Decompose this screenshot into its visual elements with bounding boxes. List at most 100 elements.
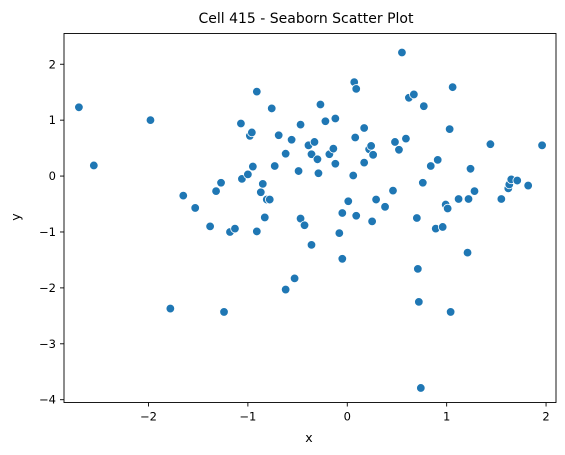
scatter-point: [247, 127, 257, 138]
scatter-point: [469, 186, 480, 196]
scatter-point: [447, 82, 458, 92]
scatter-point: [418, 178, 428, 188]
x-tick-label: −2: [140, 410, 157, 424]
scatter-point: [230, 223, 240, 234]
scatter-point: [413, 264, 423, 274]
scatter-point: [280, 148, 291, 159]
scatter-point: [462, 247, 473, 258]
scatter-point: [211, 186, 221, 196]
scatter-point: [444, 124, 455, 134]
points-layer: [74, 47, 547, 393]
scatter-point: [295, 119, 306, 130]
scatter-point: [337, 254, 348, 264]
y-tick-label: −3: [39, 337, 56, 351]
y-tick-label: 0: [49, 169, 56, 183]
scatter-point: [293, 166, 304, 176]
scatter-point: [359, 157, 369, 168]
scatter-point: [523, 180, 533, 191]
scatter-point: [89, 160, 99, 171]
chart-title: Cell 415 - Seaborn Scatter Plot: [198, 11, 414, 27]
scatter-point: [248, 161, 258, 172]
scatter-point: [442, 203, 453, 214]
x-tick-label: 2: [542, 410, 549, 424]
scatter-point: [433, 155, 443, 165]
scatter-point: [409, 89, 419, 100]
scatter-point: [359, 123, 369, 133]
scatter-point: [273, 130, 284, 140]
scatter-point: [312, 154, 323, 165]
scatter-point: [388, 185, 398, 196]
scatter-point: [258, 179, 268, 189]
scatter-point: [401, 133, 411, 144]
scatter-point: [280, 284, 291, 295]
scatter-point: [178, 190, 188, 201]
scatter-point: [390, 137, 400, 147]
scatter-point: [397, 47, 407, 58]
scatter-point: [265, 194, 275, 205]
scatter-point: [256, 187, 266, 197]
scatter-point: [219, 307, 229, 317]
scatter-point: [330, 113, 341, 124]
scatter-point: [394, 145, 404, 155]
scatter-point: [330, 159, 341, 169]
x-tick-label: −1: [239, 410, 256, 424]
scatter-point: [216, 178, 226, 188]
scatter-point: [306, 149, 317, 159]
scatter-point: [299, 220, 310, 230]
scatter-point: [496, 194, 507, 204]
scatter-point: [243, 169, 253, 180]
scatter-point: [74, 102, 84, 113]
scatter-point: [337, 208, 348, 218]
scatter-point: [145, 115, 156, 125]
plot-area-frame: [63, 33, 557, 403]
scatter-point: [463, 194, 474, 204]
scatter-point: [465, 164, 476, 174]
scatter-point: [414, 297, 424, 307]
scatter-point: [445, 307, 456, 317]
x-axis-label: x: [305, 430, 312, 445]
scatter-point: [350, 132, 360, 143]
scatter-point: [348, 170, 358, 181]
scatter-point: [286, 135, 297, 145]
scatter-point: [351, 84, 361, 94]
scatter-point: [485, 139, 496, 149]
scatter-point: [453, 194, 464, 204]
scatter-point: [270, 161, 280, 171]
scatter-point: [289, 273, 300, 284]
scatter-point: [426, 161, 436, 171]
scatter-point: [205, 221, 215, 232]
scatter-point: [343, 196, 353, 206]
scatter-point: [252, 86, 262, 97]
y-tick-label: −2: [39, 281, 56, 295]
scatter-point: [367, 216, 377, 227]
scatter-point: [334, 228, 345, 238]
scatter-point: [315, 99, 326, 110]
scatter-point: [371, 194, 381, 205]
scatter-point: [351, 211, 361, 221]
scatter-point: [252, 226, 262, 237]
scatter-point: [267, 103, 277, 114]
y-tick-label: −4: [39, 393, 56, 407]
y-axis-label: y: [8, 213, 23, 221]
scatter-point: [512, 175, 522, 186]
scatter-point: [380, 202, 390, 212]
x-tick-label: 0: [344, 410, 351, 424]
scatter-point: [260, 212, 270, 223]
scatter-point: [419, 101, 429, 111]
scatter-point: [328, 143, 339, 154]
scatter-point: [165, 303, 176, 314]
scatter-point: [306, 240, 317, 250]
scatter-point: [368, 150, 378, 160]
scatter-point: [236, 118, 246, 129]
y-tick-label: 1: [49, 113, 56, 127]
ticks-layer: −2 −1 0 1 2 −4 −3 −2 −1 0 1 2: [39, 57, 550, 423]
scatter-point: [416, 383, 426, 393]
scatter-point: [313, 168, 324, 178]
scatter-point: [412, 213, 422, 223]
scatter-point: [309, 137, 320, 147]
scatter-point: [437, 222, 448, 232]
scatter-point: [190, 203, 200, 213]
y-tick-label: 2: [49, 57, 56, 71]
y-tick-label: −1: [39, 225, 56, 239]
